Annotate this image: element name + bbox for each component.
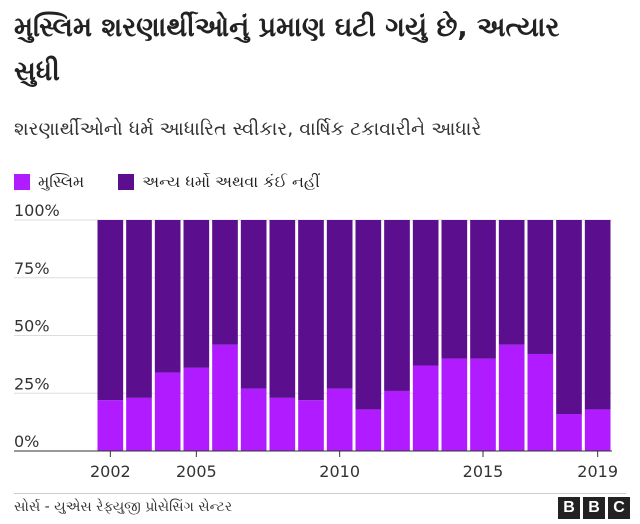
- bar-segment-other: [183, 220, 210, 368]
- legend-swatch-muslim: [14, 174, 30, 190]
- y-tick-label: 25%: [14, 374, 50, 393]
- bar-segment-other: [384, 220, 410, 391]
- legend-item-other: અન્ય ધર્મો અથવા કંઈ નહીં: [118, 172, 320, 192]
- bar-segment-muslim: [584, 409, 611, 451]
- bar-segment-other: [269, 220, 296, 398]
- legend: મુસ્લિમ અન્ય ધર્મો અથવા કંઈ નહીં: [14, 172, 354, 192]
- bar-segment-other: [126, 220, 152, 398]
- bar-segment-other: [498, 220, 525, 345]
- y-tick-label: 100%: [14, 201, 60, 220]
- bbc-logo-letter: C: [608, 497, 630, 519]
- y-tick-label: 50%: [14, 317, 50, 336]
- bar-segment-muslim: [154, 372, 181, 451]
- bar-segment-muslim: [441, 358, 468, 451]
- bar-segment-other: [470, 220, 496, 359]
- bbc-logo-letter: B: [558, 497, 580, 519]
- bar-segment-muslim: [470, 358, 496, 451]
- x-tick-label: 2002: [90, 462, 131, 481]
- legend-item-muslim: મુસ્લિમ: [14, 172, 84, 192]
- legend-label-muslim: મુસ્લિમ: [38, 172, 85, 191]
- chart-title: મુસ્લિમ શરણાર્થીઓનું પ્રમાણ ઘટી ગયું છે,…: [14, 12, 560, 87]
- bar-segment-muslim: [240, 388, 267, 451]
- bar-segment-other: [556, 220, 582, 415]
- bar-segment-muslim: [212, 344, 238, 451]
- bar-segment-other: [527, 220, 554, 354]
- x-tick-label: 2005: [176, 462, 217, 481]
- source-text: સોર્સ - યુએસ રેફ્યુજી પ્રોસેસિંગ સેન્ટર: [14, 499, 233, 515]
- bar-segment-muslim: [126, 397, 152, 451]
- bar-segment-muslim: [269, 397, 296, 451]
- stacked-bar-chart: 0% 25% 50% 75% 100% 2002 2005 2010 2015 2019: [14, 201, 618, 481]
- bar-segment-other: [326, 220, 353, 389]
- x-tick-label: 2019: [577, 462, 618, 481]
- bar-segment-other: [154, 220, 181, 373]
- bar-segment-muslim: [183, 367, 210, 451]
- bbc-logo-letter: B: [583, 497, 605, 519]
- bar-segment-muslim: [498, 344, 525, 451]
- bar-segment-muslim: [298, 400, 324, 451]
- bar-segment-muslim: [97, 400, 124, 451]
- bar-segment-muslim: [412, 365, 439, 451]
- x-tick-label: 2010: [319, 462, 360, 481]
- bar-segment-other: [240, 220, 267, 389]
- bar-segment-muslim: [326, 388, 353, 451]
- bar-segment-other: [212, 220, 238, 345]
- y-tick-label: 0%: [14, 432, 39, 451]
- chart-subtitle: શરણાર્થીઓનો ધર્મ આધારિત સ્વીકાર, વાર્ષિક…: [14, 118, 482, 140]
- y-tick-label: 75%: [14, 259, 50, 278]
- bar-segment-muslim: [556, 414, 582, 451]
- x-tick-label: 2015: [463, 462, 504, 481]
- bar-segment-muslim: [527, 353, 554, 451]
- legend-label-other: અન્ય ધર્મો અથવા કંઈ નહીં: [142, 172, 320, 191]
- bar-segment-other: [412, 220, 439, 366]
- bar-segment-muslim: [355, 409, 382, 451]
- bar-segment-other: [584, 220, 611, 410]
- bar-segment-other: [441, 220, 468, 359]
- bar-segment-other: [298, 220, 324, 401]
- bar-segment-other: [97, 220, 124, 401]
- bar-segment-other: [355, 220, 382, 410]
- legend-swatch-other: [118, 174, 135, 190]
- bbc-logo: B B C: [558, 497, 630, 519]
- footer-divider: [14, 493, 626, 494]
- bar-segment-muslim: [384, 390, 410, 451]
